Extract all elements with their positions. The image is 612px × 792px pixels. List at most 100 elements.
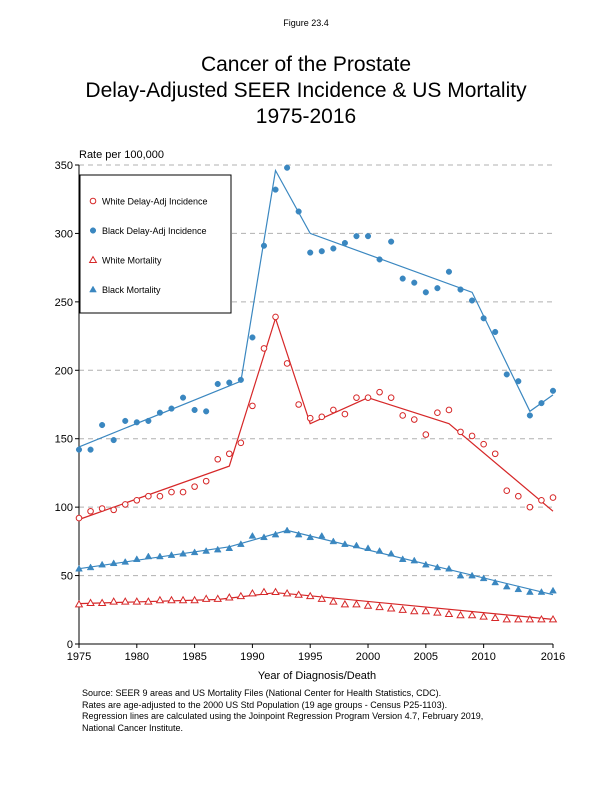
black-mortality-point: [213, 545, 222, 553]
white-mortality-point: [317, 594, 327, 602]
black-mortality-point: [283, 526, 291, 534]
black-delay-adj-incidence-point: [526, 412, 533, 419]
white-delay-adj-incidence-point: [225, 450, 233, 458]
white-delay-adj-incidence-point: [295, 401, 302, 408]
white-mortality-point: [340, 599, 350, 608]
x-tick-label: 2010: [471, 651, 495, 663]
white-delay-adj-incidence-point: [306, 414, 314, 422]
white-delay-adj-incidence-point: [191, 483, 198, 490]
black-delay-adj-incidence-point: [492, 328, 499, 336]
white-mortality-point: [155, 595, 165, 604]
black-mortality-point: [271, 530, 280, 538]
y-tick-label: 200: [55, 365, 73, 377]
white-delay-adj-incidence-point: [121, 501, 129, 508]
white-mortality-point: [410, 606, 419, 615]
white-mortality-point: [525, 614, 535, 623]
black-mortality-point: [260, 533, 268, 541]
black-delay-adj-incidence-point: [515, 378, 522, 385]
white-mortality-point: [259, 587, 269, 596]
white-mortality-point: [225, 593, 234, 601]
white-mortality-point: [213, 594, 222, 602]
black-delay-adj-incidence-point: [445, 268, 453, 275]
gridlines: [79, 164, 553, 577]
white-mortality-point: [502, 614, 512, 623]
data-points: [74, 164, 558, 623]
black-mortality-point: [75, 564, 83, 572]
white-mortality-point: [398, 605, 407, 613]
black-delay-adj-incidence-point: [249, 334, 256, 341]
black-delay-adj-incidence-point: [87, 446, 94, 453]
white-delay-adj-incidence-point: [526, 503, 534, 511]
white-delay-adj-incidence-point: [387, 394, 395, 401]
white-delay-adj-incidence-point: [318, 413, 326, 421]
legend: White Delay-Adj Incidence Black Delay-Adj…: [79, 174, 232, 314]
black-mortality-point: [398, 555, 407, 562]
white-mortality-point: [421, 606, 431, 615]
x-tick-label: 1990: [240, 651, 264, 663]
chart-title: Cancer of the Prostate Delay-Adjusted SE…: [0, 52, 612, 130]
footnote-line-2: Rates are age-adjusted to the 2000 US St…: [82, 699, 448, 710]
x-tick-label: 2016: [541, 651, 565, 663]
white-delay-adj-incidence-point: [179, 488, 187, 496]
white-delay-adj-incidence-point: [249, 402, 256, 410]
white-delay-adj-incidence-point: [330, 406, 337, 414]
black-mortality-point: [109, 559, 118, 567]
white-mortality-point: [86, 598, 95, 606]
axes: 0 50 100 150 200 250 300 350 1975 1980 1985 1990 199…: [55, 160, 566, 663]
black-delay-adj-incidence-point: [226, 379, 233, 386]
black-delay-adj-incidence-point: [341, 239, 348, 247]
white-mortality-point: [456, 610, 465, 619]
white-delay-adj-incidence-point: [376, 388, 383, 396]
black-mortality-point: [456, 571, 465, 579]
black-mortality-point: [329, 537, 338, 545]
white-mortality-point: [236, 591, 246, 600]
white-delay-adj-incidence-point: [214, 455, 222, 463]
x-tick-label: 1995: [298, 651, 322, 663]
white-delay-adj-incidence-point: [98, 505, 106, 512]
white-mortality-point: [144, 597, 153, 605]
white-mortality-point: [282, 588, 292, 597]
black-delay-adj-incidence-point: [260, 242, 268, 249]
x-tick-label: 1980: [125, 651, 149, 663]
black-delay-adj-incidence-point: [191, 406, 198, 414]
white-delay-adj-incidence-point: [353, 394, 360, 401]
y-tick-label: 0: [67, 639, 73, 651]
white-delay-adj-incidence-point: [480, 440, 487, 448]
black-delay-adj-incidence-point: [156, 409, 163, 416]
white-delay-adj-incidence-point: [237, 439, 245, 447]
white-delay-adj-incidence-point: [283, 360, 291, 367]
black-mortality-point: [526, 588, 534, 595]
white-mortality-point: [479, 612, 488, 620]
black-delay-adj-incidence-point: [388, 238, 395, 245]
white-mortality-point: [305, 591, 315, 600]
footnote-line-1: Source: SEER 9 areas and US Mortality Fi…: [82, 688, 442, 698]
black-delay-adj-incidence-point: [318, 248, 325, 255]
black-mortality-point: [225, 544, 234, 551]
white-delay-adj-incidence-point: [202, 477, 210, 485]
legend-label-black-mortality: Black Mortality: [102, 285, 161, 295]
black-delay-adj-incidence-point: [179, 394, 187, 401]
white-delay-adj-incidence-point: [272, 313, 279, 321]
white-delay-adj-incidence-point: [549, 494, 557, 501]
black-mortality-point: [537, 588, 546, 595]
y-tick-label: 150: [55, 434, 73, 446]
black-mortality-point: [433, 563, 442, 571]
white-delay-adj-incidence-point: [434, 409, 441, 417]
black-mortality-point: [190, 548, 199, 556]
white-delay-adj-incidence-point: [410, 416, 418, 423]
black-mortality-point: [132, 555, 141, 562]
legend-marker-black-delay-adj-incidence: [89, 227, 97, 234]
white-delay-adj-incidence-point: [503, 487, 511, 495]
black-delay-adj-incidence-point: [75, 446, 83, 453]
y-tick-label: 300: [55, 228, 73, 240]
black-delay-adj-incidence-point: [284, 164, 291, 171]
legend-marker-white-mortality: [88, 255, 98, 264]
black-mortality-point: [387, 549, 395, 557]
white-delay-adj-incidence-point: [110, 506, 117, 514]
black-delay-adj-incidence-point: [99, 421, 106, 429]
white-delay-adj-incidence-point: [168, 488, 175, 496]
white-mortality-point: [167, 595, 176, 604]
x-tick-label: 1975: [67, 651, 91, 663]
white-delay-adj-incidence-point: [145, 492, 152, 500]
white-mortality-point: [248, 588, 257, 597]
